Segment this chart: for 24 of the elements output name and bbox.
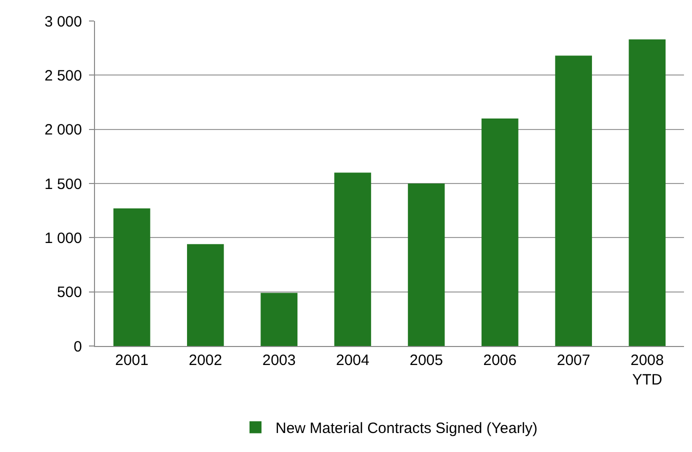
x-tick-label: 2007 (556, 352, 590, 369)
y-tick-label: 1 000 (44, 230, 82, 247)
y-tick-label: 3 000 (44, 13, 82, 30)
y-tick-label: 500 (56, 284, 82, 302)
y-tick-label: 2 500 (44, 67, 82, 84)
x-tick-label: 2002 (188, 352, 222, 369)
bar (334, 172, 372, 346)
y-tick-label: 2 000 (44, 122, 82, 139)
x-tick-label: 2005 (410, 352, 443, 369)
x-tick-label: 2001 (115, 352, 148, 369)
bar (260, 292, 298, 346)
bar (408, 184, 445, 346)
bar (113, 208, 150, 346)
y-tick-label: 1 500 (44, 176, 82, 193)
x-tick-label: 2006 (483, 352, 517, 369)
x-tick-label: 2008 YTD (630, 352, 664, 388)
y-tick-label: 0 (74, 338, 82, 356)
legend-label: New Material Contracts Signed (Yearly) (276, 420, 538, 438)
bar (187, 244, 224, 346)
bar (628, 39, 666, 346)
x-tick-label: 2004 (336, 352, 370, 369)
bar (555, 56, 592, 346)
x-tick-label: 2003 (262, 352, 296, 369)
bar (482, 118, 518, 346)
